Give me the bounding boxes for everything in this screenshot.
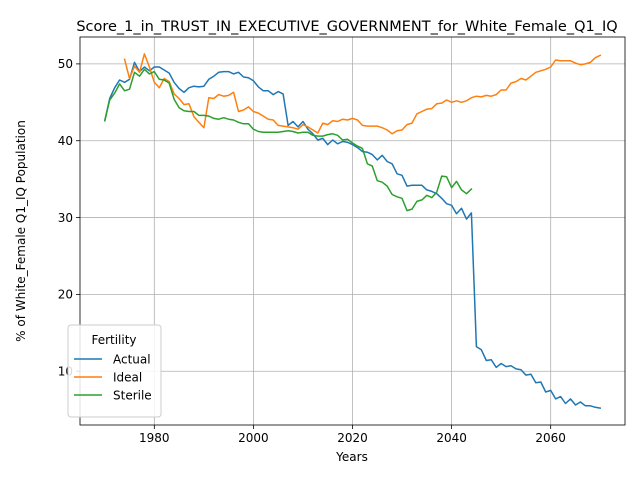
y-tick-label: 30 bbox=[58, 211, 73, 225]
series-line-sterile bbox=[103, 68, 473, 212]
x-tick-label: 2000 bbox=[238, 431, 269, 445]
x-tick-label: 2060 bbox=[535, 431, 566, 445]
legend-label-actual: Actual bbox=[113, 352, 151, 366]
x-axis-label: Years bbox=[335, 450, 368, 464]
x-tick-label: 2020 bbox=[337, 431, 368, 445]
x-axis-ticks: 1980 2000 2020 2040 2060 bbox=[139, 425, 566, 445]
legend-label-sterile: Sterile bbox=[113, 388, 152, 402]
chart-title: Score_1_in_TRUST_IN_EXECUTIVE_GOVERNMENT… bbox=[76, 19, 617, 35]
legend-title: Fertility bbox=[91, 333, 136, 347]
y-tick-label: 50 bbox=[58, 57, 73, 71]
grid-lines bbox=[80, 37, 625, 425]
series-line-ideal bbox=[123, 53, 602, 135]
legend: Fertility Actual Ideal Sterile bbox=[67, 324, 162, 418]
series-line-actual bbox=[103, 61, 602, 409]
legend-items: Actual Ideal Sterile bbox=[74, 352, 152, 402]
y-tick-label: 20 bbox=[58, 288, 73, 302]
legend-label-ideal: Ideal bbox=[113, 370, 142, 384]
x-tick-label: 2040 bbox=[436, 431, 467, 445]
x-tick-label: 1980 bbox=[139, 431, 170, 445]
series-lines bbox=[103, 53, 602, 409]
legend-box bbox=[67, 324, 162, 418]
y-axis-label: % of White_Female Q1_IQ Population bbox=[14, 120, 28, 342]
y-tick-label: 40 bbox=[58, 134, 73, 148]
